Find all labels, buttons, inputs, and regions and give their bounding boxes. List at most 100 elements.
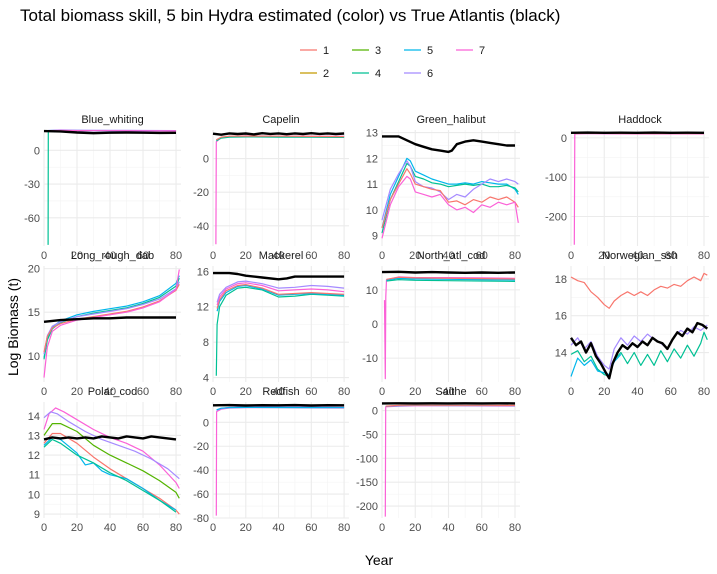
legend-label: 2: [323, 68, 329, 80]
panel-strip-label: Saithe: [435, 386, 466, 398]
y-tick-label: 0: [372, 319, 378, 331]
y-tick-label: -30: [24, 179, 40, 191]
series-line-7: [43, 407, 180, 489]
x-tick-label: 80: [509, 386, 521, 398]
series-line-5: [381, 157, 519, 229]
y-tick-label: 0: [203, 417, 209, 429]
panel-strip-label: Polar_cod: [88, 386, 138, 398]
panel-long-rough-dab: Long_rough_dab 0 20 40 60 80 20 15 10: [28, 250, 182, 398]
legend: 1 3 5 7 2 4 6: [300, 45, 485, 80]
y-tick-label: -10: [362, 353, 378, 365]
series-line-5: [386, 277, 516, 281]
y-tick-label: 4: [203, 373, 209, 385]
panel-strip-label: Long_rough_dab: [71, 250, 154, 262]
y-tick-label: 14: [555, 348, 567, 360]
x-tick-label: 40: [442, 386, 454, 398]
panel-strip-label: Haddock: [618, 114, 662, 126]
panel-gridlines: [212, 402, 349, 519]
true-atlantis-line: [570, 321, 709, 380]
series-line-7: [215, 135, 345, 245]
y-tick-label: 0: [372, 406, 378, 418]
x-tick-label: 60: [137, 386, 149, 398]
x-tick-label: 60: [476, 250, 488, 262]
panel-gridlines: [570, 130, 709, 246]
true-atlantis-line: [381, 270, 516, 274]
x-tick-label: 60: [476, 522, 488, 534]
x-tick-label: 40: [104, 386, 116, 398]
y-tick-label: -100: [545, 172, 567, 184]
y-tick-label: 10: [28, 351, 40, 363]
legend-item-7: 7: [456, 45, 485, 57]
x-tick-label: 80: [170, 386, 182, 398]
panel-polar-cod: Polar_cod 0 20 40 60 80 14 13 12 11 10 9: [28, 386, 182, 534]
panel-strip-label: Green_halibut: [416, 114, 485, 126]
y-tick-label: 11: [367, 179, 378, 191]
y-tick-label: 9: [34, 509, 40, 521]
x-tick-label: 0: [41, 386, 47, 398]
x-tick-label: 0: [210, 522, 216, 534]
panel-gridlines: [43, 402, 181, 518]
x-tick-label: 0: [568, 250, 574, 262]
x-tick-label: 40: [272, 386, 284, 398]
y-tick-label: 18: [555, 274, 567, 286]
x-tick-label: 40: [631, 386, 643, 398]
chart-title: Total biomass skill, 5 bin Hydra estimat…: [20, 6, 560, 25]
series-line-6: [43, 281, 180, 355]
x-tick-label: 60: [305, 522, 317, 534]
true-atlantis-line: [213, 271, 345, 281]
y-tick-label: 0: [561, 133, 567, 145]
legend-label: 6: [427, 68, 433, 80]
y-tick-label: 13: [366, 128, 378, 140]
x-tick-label: 40: [272, 522, 284, 534]
x-tick-label: 60: [476, 386, 488, 398]
series-line-1: [570, 272, 708, 309]
x-axis-label: Year: [365, 552, 394, 568]
x-tick-label: 0: [379, 522, 385, 534]
panel-blue-whiting: Blue_whiting 0 20 40 60 80 0 -30 -60: [24, 114, 182, 262]
y-tick-label: 10: [366, 205, 378, 217]
y-axis-label: Log Biomass (t): [5, 278, 21, 376]
y-tick-label: -40: [193, 221, 209, 233]
x-tick-label: 20: [409, 386, 421, 398]
y-tick-label: -50: [362, 429, 378, 441]
y-tick-label: -40: [193, 465, 209, 477]
y-tick-label: 15: [28, 307, 40, 319]
series-line-1: [216, 284, 345, 309]
series-line-7: [383, 276, 516, 380]
y-tick-label: 20: [28, 264, 40, 276]
x-tick-label: 80: [509, 250, 521, 262]
panel-strip-label: Norwegian_ssh: [602, 250, 678, 262]
x-tick-label: 40: [631, 250, 643, 262]
series-line-6: [216, 280, 345, 303]
series-line-4: [570, 331, 708, 378]
x-tick-label: 20: [71, 250, 83, 262]
panel-redfish: Redfish 0 20 40 60 80 0 -20 -40 -60 -80: [193, 386, 350, 534]
series-line-4: [47, 129, 177, 245]
x-tick-label: 0: [379, 386, 385, 398]
series-line-4: [386, 279, 516, 282]
series-line-4: [216, 136, 345, 142]
true-atlantis-line: [212, 132, 345, 136]
x-tick-label: 80: [338, 250, 350, 262]
series-line-4: [381, 162, 519, 234]
x-tick-label: 80: [170, 522, 182, 534]
x-tick-label: 60: [305, 386, 317, 398]
legend-item-2: 2: [300, 68, 329, 80]
y-tick-label: 12: [197, 302, 209, 314]
series-line-1: [386, 276, 516, 280]
series-line-1: [385, 404, 516, 407]
y-tick-label: 16: [555, 311, 567, 323]
series-line-1: [43, 432, 180, 515]
legend-label: 1: [323, 45, 329, 57]
panel-capelin: Capelin 0 20 40 60 80 0 -20 -40: [193, 114, 350, 262]
legend-item-3: 3: [352, 45, 381, 57]
y-tick-label: 12: [28, 450, 40, 462]
panel-saithe: Saithe 0 20 40 60 80 0 -50 -100 -150 -200: [356, 386, 521, 534]
series-line-1: [381, 168, 519, 229]
panel-strip-label: Redfish: [262, 386, 299, 398]
y-tick-label: -150: [356, 477, 378, 489]
x-tick-label: 60: [305, 250, 317, 262]
x-tick-label: 80: [698, 386, 710, 398]
true-atlantis-line: [43, 129, 177, 135]
